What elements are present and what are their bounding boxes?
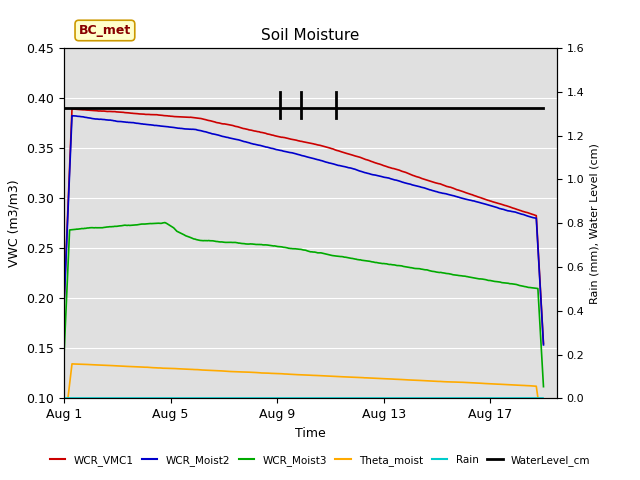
Y-axis label: Rain (mm), Water Level (cm): Rain (mm), Water Level (cm): [590, 143, 600, 304]
X-axis label: Time: Time: [295, 427, 326, 440]
Text: BC_met: BC_met: [79, 24, 131, 37]
Title: Soil Moisture: Soil Moisture: [261, 28, 360, 43]
Legend: WCR_VMC1, WCR_Moist2, WCR_Moist3, Theta_moist, Rain, WaterLevel_cm: WCR_VMC1, WCR_Moist2, WCR_Moist3, Theta_…: [45, 451, 595, 470]
Y-axis label: VWC (m3/m3): VWC (m3/m3): [8, 180, 21, 267]
